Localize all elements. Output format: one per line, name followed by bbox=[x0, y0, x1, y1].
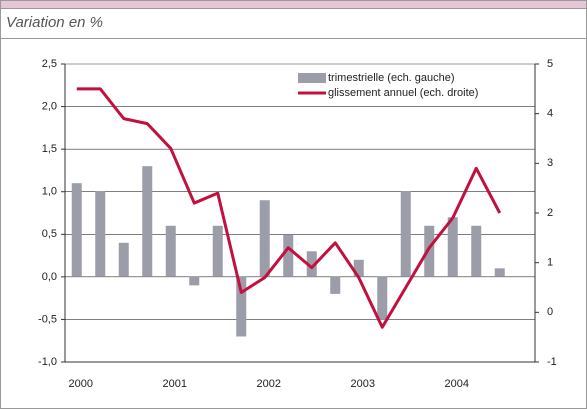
bar bbox=[494, 268, 505, 277]
y-tick-label: 2,0 bbox=[42, 100, 57, 112]
y2-tick-label: -1 bbox=[547, 356, 557, 368]
x-tick-label: 2001 bbox=[163, 378, 187, 390]
y2-tick-label: 5 bbox=[547, 58, 553, 70]
y-tick-label: 2,5 bbox=[42, 58, 57, 70]
bar bbox=[189, 276, 200, 286]
x-tick-label: 2003 bbox=[351, 378, 375, 390]
bar bbox=[212, 225, 223, 277]
y-tick-label: 0,0 bbox=[42, 271, 57, 283]
y-tick-label: -1,0 bbox=[38, 356, 57, 368]
bar bbox=[142, 166, 153, 277]
y2-tick-label: 1 bbox=[547, 257, 553, 269]
legend-swatch bbox=[298, 73, 326, 83]
y2-tick-label: 3 bbox=[547, 157, 553, 169]
bar bbox=[71, 183, 82, 277]
bar bbox=[353, 259, 364, 277]
bar bbox=[283, 234, 294, 277]
bar bbox=[400, 191, 411, 277]
x-tick-label: 2002 bbox=[257, 378, 281, 390]
y-tick-label: 0,5 bbox=[42, 228, 57, 240]
y-tick-label: 1,0 bbox=[42, 186, 57, 198]
bar bbox=[236, 276, 247, 337]
y-tick-label: -0,5 bbox=[38, 313, 57, 325]
x-tick-label: 2000 bbox=[69, 378, 93, 390]
bar bbox=[165, 225, 176, 277]
bar bbox=[447, 217, 458, 277]
bar bbox=[471, 225, 482, 277]
header-band bbox=[0, 0, 587, 8]
y2-tick-label: 0 bbox=[547, 306, 553, 318]
bar bbox=[118, 242, 129, 277]
legend-label: trimestrielle (ech. gauche) bbox=[328, 72, 455, 84]
bar bbox=[95, 191, 106, 277]
subtitle: Variation en % bbox=[6, 14, 103, 31]
bar bbox=[377, 276, 388, 320]
y2-tick-label: 4 bbox=[547, 108, 553, 120]
bar bbox=[259, 200, 270, 277]
line bbox=[76, 87, 502, 329]
y2-tick-label: 2 bbox=[547, 207, 553, 219]
bar bbox=[330, 276, 341, 294]
y-tick-label: 1,5 bbox=[42, 143, 57, 155]
legend-label: glissement annuel (ech. droite) bbox=[328, 87, 478, 99]
x-tick-label: 2004 bbox=[445, 378, 469, 390]
bar bbox=[424, 225, 435, 277]
bar bbox=[306, 251, 317, 277]
